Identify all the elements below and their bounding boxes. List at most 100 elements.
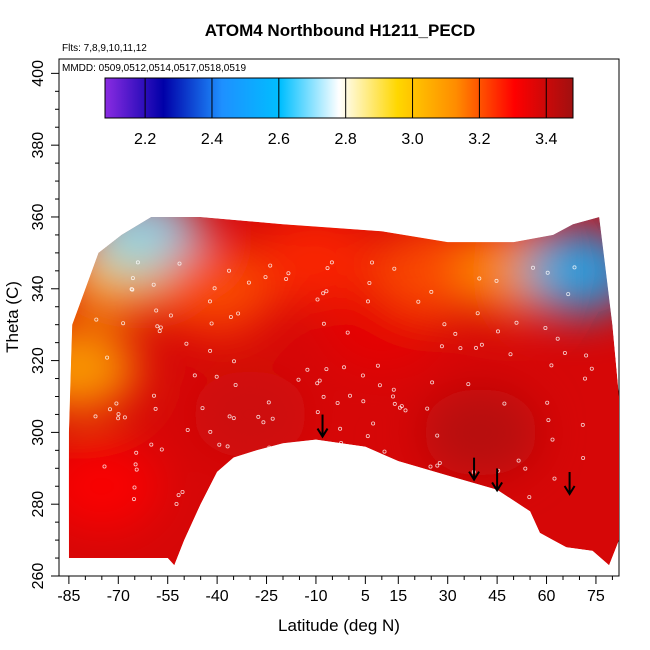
observation-point	[473, 345, 478, 350]
observation-point	[502, 401, 507, 406]
observation-point	[154, 308, 159, 313]
observation-point	[233, 382, 238, 387]
observation-point	[439, 344, 444, 349]
x-tick-label: -70	[107, 588, 130, 605]
observation-point	[566, 292, 571, 297]
observation-point	[341, 365, 346, 370]
observation-point	[546, 418, 551, 423]
observation-point	[545, 270, 550, 275]
observation-point	[129, 287, 134, 292]
observation-point	[377, 383, 382, 388]
observation-point	[550, 437, 555, 442]
colorbar	[104, 77, 574, 119]
observation-point	[584, 353, 589, 358]
observation-point	[397, 405, 402, 410]
x-tick-label: -10	[304, 588, 327, 605]
observation-point	[116, 412, 121, 417]
observation-point	[335, 400, 340, 405]
field-blob	[257, 217, 374, 305]
observation-point	[176, 493, 181, 498]
y-tick-label: 300	[30, 419, 47, 446]
field-blob	[68, 323, 137, 412]
observation-point	[155, 324, 160, 329]
observation-point	[403, 408, 408, 413]
observation-point	[246, 280, 251, 285]
observation-point	[174, 501, 179, 506]
observation-point	[549, 363, 554, 368]
observation-point	[316, 483, 321, 488]
x-tick-label: 60	[538, 588, 556, 605]
field-blob	[159, 244, 276, 333]
observation-point	[514, 320, 519, 325]
observation-point	[437, 460, 442, 465]
arrow-marker	[468, 457, 480, 482]
observation-point	[214, 374, 219, 379]
observation-point	[290, 494, 295, 499]
observation-point	[347, 393, 352, 398]
observation-point	[93, 414, 98, 419]
x-tick-label: 75	[587, 588, 605, 605]
x-tick-label: -40	[206, 588, 229, 605]
chart-title: ATOM4 Northbound H1211_PECD	[205, 21, 475, 40]
observation-point	[192, 373, 197, 378]
field-blob	[373, 226, 490, 315]
observation-point	[259, 495, 264, 500]
observation-point	[508, 352, 513, 357]
observation-point	[151, 393, 156, 398]
observation-point	[207, 299, 212, 304]
observation-point	[321, 480, 326, 485]
observation-point	[231, 359, 236, 364]
observation-point	[208, 429, 213, 434]
observation-point	[327, 463, 332, 468]
observation-point	[168, 313, 173, 318]
observation-point	[209, 321, 214, 326]
y-tick-label: 320	[30, 347, 47, 374]
observation-point	[286, 271, 291, 276]
arrow-marker	[491, 468, 503, 493]
observation-point	[325, 266, 330, 271]
observation-point	[392, 266, 397, 271]
observation-point	[435, 463, 440, 468]
y-axis: 260 280 300 320 340 360 380 400	[30, 60, 59, 589]
observation-point	[208, 348, 213, 353]
observation-point	[466, 382, 471, 387]
colorbar-tick-label: 3.4	[535, 131, 557, 148]
observation-point	[343, 489, 348, 494]
observation-point	[369, 260, 374, 265]
colorbar-ticks: 2.2 2.4 2.6 2.8 3.0 3.2 3.4	[134, 78, 557, 148]
observation-point	[180, 489, 185, 494]
observation-point	[430, 380, 435, 385]
observation-point	[374, 496, 379, 501]
observation-point	[324, 367, 329, 372]
observation-point	[346, 444, 351, 449]
observation-point	[317, 378, 322, 383]
arrow-marker	[563, 472, 576, 496]
observation-point	[453, 331, 458, 336]
observation-point	[121, 321, 126, 326]
observation-point	[371, 421, 376, 426]
observation-point	[94, 317, 99, 322]
observation-point	[361, 399, 366, 404]
observation-point	[184, 341, 189, 346]
observation-point	[338, 426, 343, 431]
observation-point	[228, 314, 233, 319]
y-tick-label: 360	[30, 204, 47, 231]
observation-point	[159, 447, 164, 452]
colorbar-tick-label: 2.2	[134, 131, 156, 148]
observation-point	[429, 289, 434, 294]
x-tick-label: 15	[389, 588, 407, 605]
observation-point	[157, 329, 162, 334]
observation-point	[329, 260, 334, 265]
observation-point	[266, 400, 271, 405]
observation-point	[523, 466, 528, 471]
observation-point	[555, 336, 560, 341]
field-blob	[521, 226, 619, 315]
observation-point	[572, 265, 577, 270]
flights-note: Flts: 7,8,9,10,11,12	[62, 43, 147, 54]
observation-point	[318, 445, 323, 450]
observation-point	[114, 401, 119, 406]
x-axis-label: Latitude (deg N)	[278, 616, 400, 635]
observation-point	[268, 263, 273, 268]
observation-point	[494, 278, 499, 283]
